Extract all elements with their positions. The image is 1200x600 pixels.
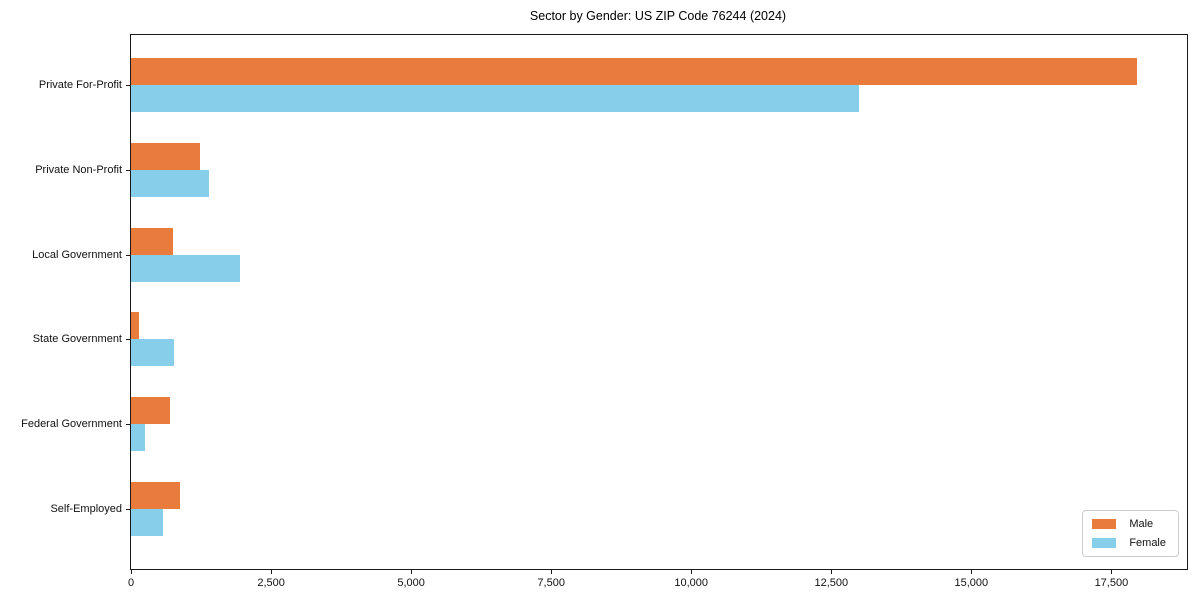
bar-male-local-government bbox=[131, 227, 173, 255]
x-tick-mark bbox=[1111, 570, 1113, 574]
x-tick-mark bbox=[551, 570, 553, 574]
x-tick-label-7500: 7,500 bbox=[537, 577, 565, 589]
chart-title: Sector by Gender: US ZIP Code 76244 (202… bbox=[529, 9, 787, 23]
y-tick-mark bbox=[126, 339, 130, 341]
legend-item-male: Male bbox=[1092, 518, 1166, 530]
male-series-swatch-icon bbox=[1092, 519, 1117, 529]
bar-male-private-non-profit bbox=[131, 142, 200, 170]
y-tick-label-local-government: Local Government bbox=[32, 248, 122, 261]
x-tick-mark bbox=[831, 570, 833, 574]
x-tick-label-2500: 2,500 bbox=[257, 577, 285, 589]
x-tick-label-10000: 10,000 bbox=[674, 577, 709, 589]
bar-female-self-employed bbox=[131, 509, 163, 536]
y-tick-label-private-non-profit: Private Non-Profit bbox=[35, 163, 122, 176]
bar-female-federal-government bbox=[131, 424, 145, 452]
bar-female-state-government bbox=[131, 339, 175, 367]
y-tick-label-state-government: State Government bbox=[32, 333, 122, 346]
y-tick-label-self-employed: Self-Employed bbox=[50, 503, 122, 515]
x-tick-mark bbox=[971, 570, 973, 574]
legend: Male Female bbox=[1082, 510, 1179, 557]
bar-female-local-government bbox=[131, 254, 241, 282]
x-tick-label-15000: 15,000 bbox=[954, 577, 989, 589]
y-tick-label-private-for-profit: Private For-Profit bbox=[38, 79, 122, 91]
legend-label-male: Male bbox=[1129, 518, 1154, 530]
x-tick-mark bbox=[411, 570, 413, 574]
y-tick-mark bbox=[126, 254, 130, 256]
bar-male-state-government bbox=[131, 312, 139, 340]
legend-item-female: Female bbox=[1092, 537, 1166, 549]
x-tick-label-17500: 17,500 bbox=[1094, 577, 1129, 589]
bar-male-federal-government bbox=[131, 397, 171, 425]
y-tick-mark bbox=[126, 509, 130, 510]
x-tick-mark bbox=[271, 570, 273, 574]
bar-female-private-for-profit bbox=[131, 85, 860, 112]
x-tick-label-12500: 12,500 bbox=[814, 577, 849, 589]
y-tick-mark bbox=[126, 169, 130, 171]
x-tick-label-5000: 5,000 bbox=[397, 577, 425, 589]
y-tick-mark bbox=[126, 85, 130, 86]
bar-male-self-employed bbox=[131, 482, 180, 509]
x-tick-label-0: 0 bbox=[127, 577, 135, 589]
bar-male-private-for-profit bbox=[131, 58, 1137, 85]
y-tick-mark bbox=[126, 424, 130, 426]
x-tick-mark bbox=[131, 570, 132, 574]
bar-female-private-non-profit bbox=[131, 169, 209, 197]
female-series-swatch-icon bbox=[1092, 538, 1117, 548]
legend-label-female: Female bbox=[1129, 537, 1166, 549]
x-tick-mark bbox=[691, 570, 693, 574]
y-tick-label-federal-government: Federal Government bbox=[21, 418, 122, 431]
plot-area: Male Female Private For-Profit Private No… bbox=[21, 34, 1188, 589]
